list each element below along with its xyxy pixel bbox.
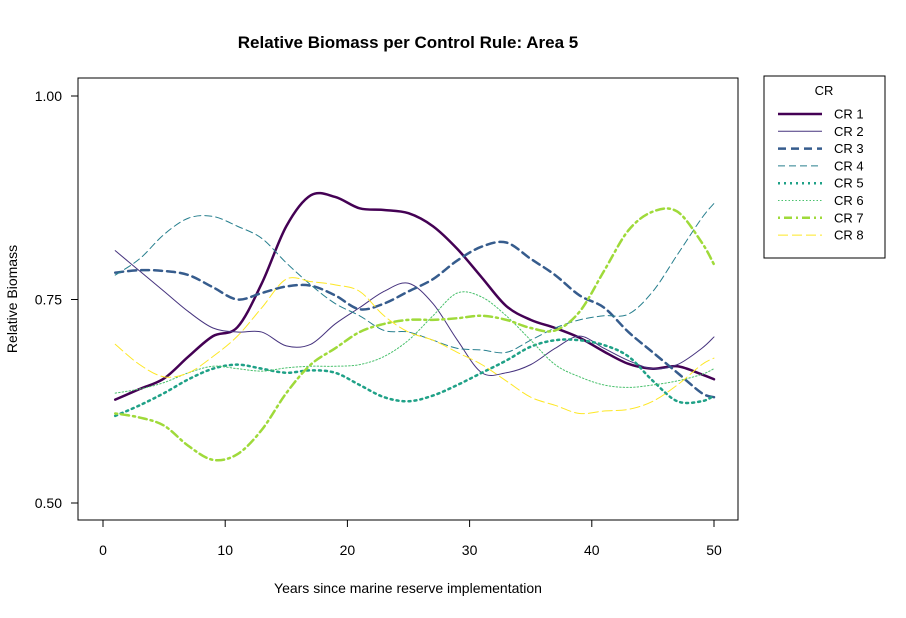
- y-tick-label: 0.75: [35, 292, 62, 308]
- legend-item-cr-2: CR 2: [778, 124, 864, 139]
- y-axis-label: Relative Biomass: [4, 245, 20, 353]
- x-tick-label: 20: [340, 542, 356, 558]
- legend-item-cr-3: CR 3: [778, 141, 864, 156]
- legend-item-cr-7: CR 7: [778, 210, 864, 225]
- legend-label: CR 7: [834, 210, 864, 225]
- legend-item-cr-4: CR 4: [778, 158, 864, 173]
- series-line-cr-5: [113, 338, 716, 418]
- x-axis-label: Years since marine reserve implementatio…: [274, 580, 542, 596]
- legend-items: CR 1 CR 2 CR 3 CR 4 CR 5 CR 6 CR 7 CR 8: [778, 107, 864, 243]
- x-tick-label: 30: [462, 542, 478, 558]
- series-line-cr-3: [113, 240, 716, 399]
- legend-item-cr-6: CR 6: [778, 193, 864, 208]
- series-line-cr-1: [113, 191, 716, 401]
- legend-label: CR 3: [834, 141, 864, 156]
- y-tick-label: 0.50: [35, 495, 62, 511]
- legend-item-cr-8: CR 8: [778, 228, 864, 243]
- series-line-cr-6: [114, 291, 715, 394]
- x-tick-label: 50: [706, 542, 722, 558]
- legend-label: CR 2: [834, 124, 864, 139]
- legend-box: [763, 75, 886, 259]
- x-tick-label: 10: [217, 542, 233, 558]
- legend-title: CR: [815, 83, 834, 98]
- legend-item-cr-5: CR 5: [778, 176, 864, 191]
- legend-label: CR 1: [834, 107, 864, 122]
- series-line-cr-7: [113, 207, 716, 462]
- series-layer: [113, 191, 716, 462]
- legend-label: CR 6: [834, 193, 864, 208]
- legend-label: CR 8: [834, 228, 864, 243]
- series-line-cr-8: [114, 277, 715, 415]
- plot-frame: [77, 77, 739, 521]
- series-line-cr-2: [114, 250, 715, 377]
- chart-title: Relative Biomass per Control Rule: Area …: [238, 33, 578, 52]
- x-tick-label: 0: [99, 542, 107, 558]
- y-axis: 0.50 0.75 1.00: [35, 88, 79, 511]
- legend-item-cr-1: CR 1: [778, 107, 864, 122]
- x-tick-label: 40: [584, 542, 600, 558]
- legend-label: CR 5: [834, 176, 864, 191]
- y-tick-label: 1.00: [35, 88, 62, 104]
- legend: CR CR 1 CR 2 CR 3 CR 4 CR 5 CR 6 CR 7 CR 8: [763, 75, 886, 259]
- legend-label: CR 4: [834, 158, 864, 173]
- x-axis: 0 10 20 30 40 50: [99, 519, 722, 558]
- series-line-cr-4: [114, 202, 715, 354]
